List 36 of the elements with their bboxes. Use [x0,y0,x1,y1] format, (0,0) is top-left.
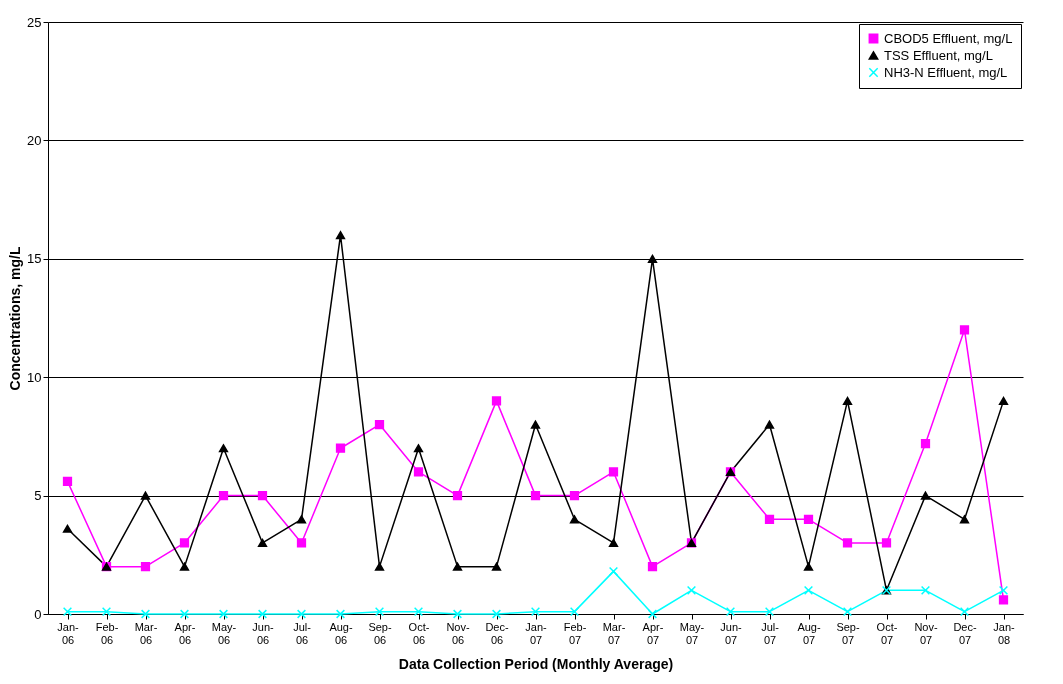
x-tick-label: Jul-07 [761,620,780,646]
legend-label: CBOD5 Effluent, mg/L [884,30,1013,46]
legend-label: NH3-N Effluent, mg/L [884,64,1008,80]
x-tick-label: Dec-07 [953,620,977,646]
x-tick-label: Apr-06 [174,620,196,646]
legend-label: TSS Effluent, mg/L [884,47,993,63]
x-tick-label: Aug-06 [329,620,353,646]
y-tick-label: 0 [34,606,42,622]
x-tick-label: Feb-06 [95,620,119,646]
x-tick-label: Jan-08 [993,620,1016,646]
x-tick-label: Jan-07 [525,620,548,646]
y-axis-title: Concentrations, mg/L [7,246,24,391]
x-tick-label: Jun-06 [252,620,275,646]
x-tick-label: Apr-07 [642,620,664,646]
y-tick-label: 10 [27,369,42,385]
x-tick-label: May-07 [679,620,705,646]
x-tick-label: Sep-07 [836,620,860,646]
y-tick-label: 15 [27,251,42,267]
x-axis-title: Data Collection Period (Monthly Average) [398,655,674,672]
x-tick-label: Oct-06 [408,620,430,646]
x-tick-label: Mar-06 [134,620,158,646]
y-tick-label: 5 [34,488,42,504]
x-tick-label: Jul-06 [293,620,312,646]
x-tick-label: May-06 [211,620,237,646]
x-tick-label: Nov-07 [914,620,938,646]
x-tick-label: Mar-07 [602,620,626,646]
x-tick-label: Aug-07 [797,620,821,646]
x-tick-label: Sep-06 [368,620,392,646]
x-tick-label: Feb-07 [563,620,587,646]
y-tick-label: 20 [27,132,42,148]
x-tick-label: Jan-06 [57,620,80,646]
x-tick-label: Nov-06 [446,620,470,646]
x-tick-label: Dec-06 [485,620,509,646]
x-tick-label: Oct-07 [876,620,898,646]
x-tick-label: Jun-07 [720,620,743,646]
y-tick-label: 25 [27,14,42,30]
